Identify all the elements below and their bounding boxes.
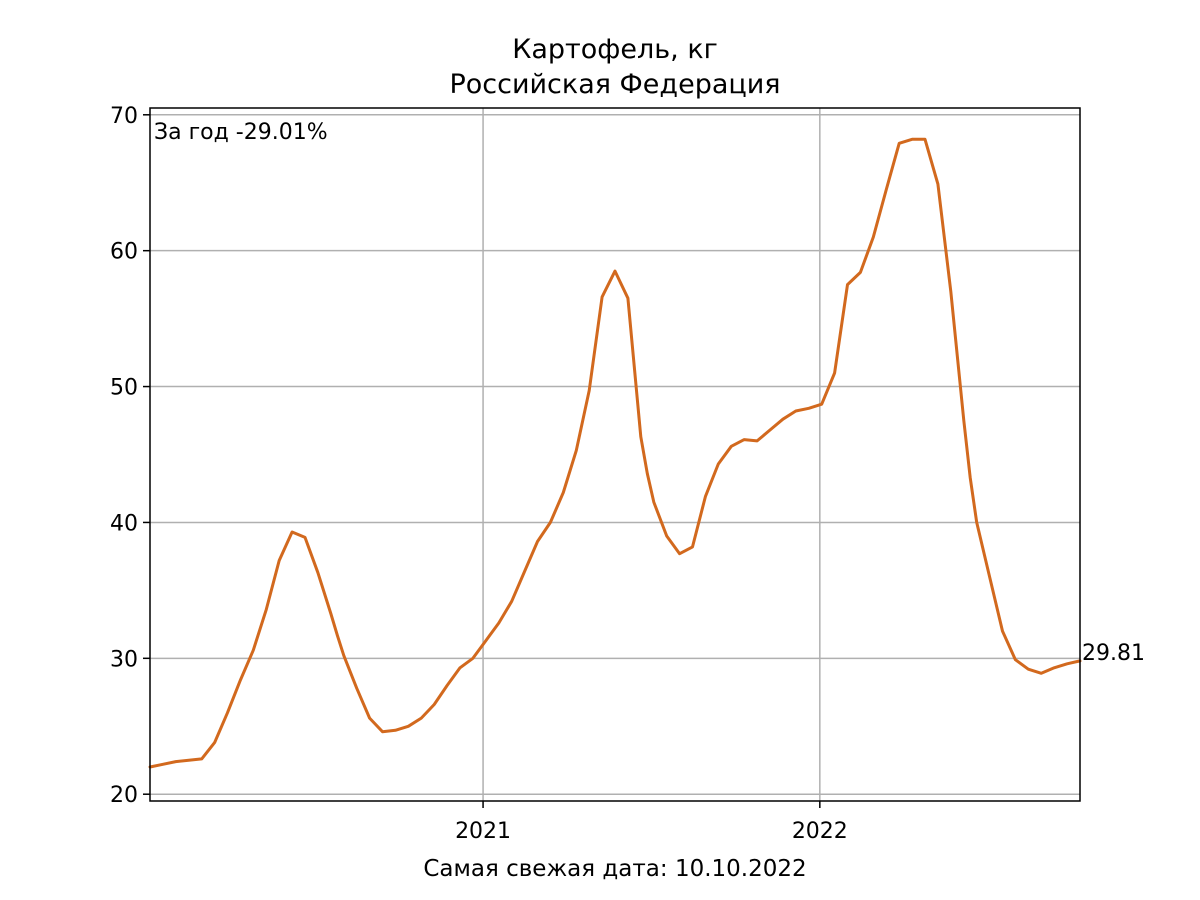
y-tick-label: 40: [110, 511, 138, 536]
y-axis: 20 30 40 50 60 70: [110, 104, 150, 808]
y-tick-label: 70: [110, 104, 138, 129]
y-tick-label: 30: [110, 647, 138, 672]
plot-frame: [149, 107, 1081, 802]
x-axis-label: Самая свежая дата: 10.10.2022: [423, 856, 806, 882]
y-tick-label: 50: [110, 376, 138, 401]
last-value-label: 29.81: [1082, 641, 1145, 666]
series-line: [148, 137, 1082, 769]
grid: [150, 108, 1080, 801]
x-axis: 2021 2022: [455, 801, 848, 844]
chart-subtitle: Российская Федерация: [449, 69, 780, 100]
yearly-change-annotation: За год -29.01%: [154, 120, 328, 145]
y-tick-label: 20: [110, 783, 138, 808]
y-tick-label: 60: [110, 240, 138, 265]
x-tick-label: 2021: [455, 819, 511, 844]
chart-title: Картофель, кг: [512, 34, 718, 65]
x-tick-label: 2022: [792, 819, 848, 844]
